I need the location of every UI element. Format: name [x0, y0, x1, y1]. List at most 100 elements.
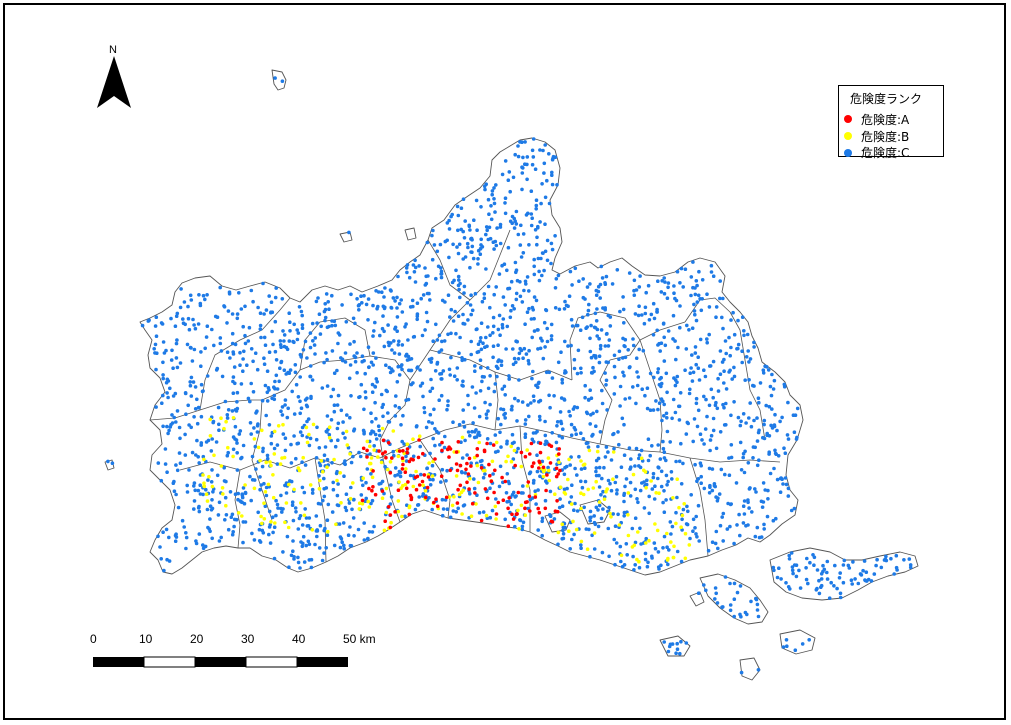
risk-point-c — [514, 209, 519, 214]
risk-point-c — [458, 295, 462, 300]
risk-point-c — [606, 478, 611, 483]
risk-point-c — [782, 382, 787, 387]
risk-point-c — [345, 413, 349, 417]
risk-point-c — [251, 299, 255, 304]
risk-point-c — [393, 473, 397, 478]
risk-point-c — [532, 399, 536, 403]
risk-point-c — [275, 443, 280, 447]
risk-point-c — [185, 490, 190, 494]
risk-point-a — [516, 490, 521, 495]
risk-point-c — [556, 542, 560, 547]
risk-point-c — [501, 317, 506, 321]
risk-point-c — [324, 351, 328, 355]
risk-point-c — [722, 405, 726, 410]
risk-point-c — [420, 381, 425, 386]
risk-point-b — [283, 520, 287, 525]
risk-point-c — [294, 382, 299, 387]
risk-point-c — [628, 480, 633, 485]
risk-point-c — [725, 527, 730, 531]
risk-point-c — [661, 446, 666, 451]
risk-point-c — [694, 318, 699, 323]
risk-point-c — [390, 348, 394, 352]
risk-point-c — [683, 368, 687, 373]
risk-point-c — [398, 474, 403, 479]
risk-point-c — [727, 456, 731, 460]
risk-point-a — [503, 479, 508, 484]
risk-point-c — [638, 526, 642, 531]
risk-point-c — [716, 496, 720, 501]
risk-point-c — [230, 532, 235, 537]
risk-point-c — [350, 507, 354, 512]
risk-point-c — [540, 519, 544, 524]
risk-point-c — [773, 451, 778, 456]
risk-point-c — [702, 583, 706, 587]
risk-point-c — [672, 284, 676, 288]
risk-point-c — [497, 484, 502, 489]
risk-point-c — [600, 476, 604, 481]
risk-point-c — [366, 297, 371, 301]
risk-point-c — [311, 339, 315, 343]
risk-point-c — [763, 364, 767, 369]
risk-point-c — [330, 510, 335, 514]
risk-point-c — [505, 324, 510, 329]
risk-point-c — [531, 369, 535, 374]
risk-point-c — [441, 507, 446, 511]
risk-point-c — [591, 365, 595, 370]
risk-point-c — [536, 347, 540, 351]
risk-point-c — [228, 356, 232, 360]
risk-point-c — [231, 435, 236, 439]
legend-title: 危険度ランク — [850, 92, 923, 106]
risk-point-c — [607, 338, 612, 342]
risk-point-b — [669, 540, 673, 544]
risk-point-c — [628, 365, 632, 369]
north-arrow-icon — [97, 56, 131, 108]
risk-point-b — [581, 492, 586, 497]
risk-point-c — [389, 495, 394, 499]
risk-point-b — [671, 496, 675, 500]
risk-point-c — [240, 492, 244, 497]
risk-point-c — [553, 306, 558, 310]
risk-point-c — [664, 473, 669, 478]
risk-point-c — [174, 492, 178, 497]
risk-point-c — [690, 379, 695, 383]
risk-point-c — [472, 218, 476, 222]
risk-point-c — [498, 225, 503, 229]
risk-point-c — [526, 403, 530, 407]
risk-point-c — [397, 352, 402, 356]
risk-point-c — [314, 514, 319, 518]
risk-point-c — [174, 420, 178, 424]
risk-point-c — [226, 527, 231, 532]
risk-point-b — [566, 477, 570, 482]
risk-point-c — [722, 357, 726, 362]
risk-point-c — [522, 346, 527, 351]
risk-point-c — [287, 565, 291, 569]
risk-point-c — [527, 361, 531, 366]
risk-point-c — [679, 441, 683, 446]
risk-point-c — [282, 339, 286, 343]
risk-point-c — [613, 375, 617, 380]
risk-point-c — [510, 404, 514, 409]
risk-point-c — [230, 312, 235, 316]
risk-point-c — [197, 293, 201, 297]
risk-point-c — [706, 548, 711, 553]
risk-point-c — [850, 582, 854, 586]
risk-point-b — [671, 555, 676, 560]
risk-point-c — [766, 497, 770, 501]
risk-point-c — [600, 401, 605, 406]
risk-point-c — [622, 453, 627, 458]
risk-point-c — [666, 562, 670, 567]
risk-point-c — [512, 440, 516, 445]
risk-point-a — [527, 494, 532, 499]
risk-point-c — [709, 263, 714, 268]
risk-point-c — [670, 416, 674, 421]
risk-point-c — [601, 489, 605, 494]
risk-point-b — [252, 437, 257, 441]
risk-point-c — [444, 479, 448, 483]
risk-point-c — [241, 540, 245, 545]
risk-point-c — [183, 432, 187, 437]
risk-point-c — [784, 638, 789, 642]
risk-point-c — [479, 205, 483, 209]
risk-point-c — [417, 264, 421, 268]
risk-point-c — [275, 502, 280, 507]
risk-point-c — [370, 382, 375, 387]
